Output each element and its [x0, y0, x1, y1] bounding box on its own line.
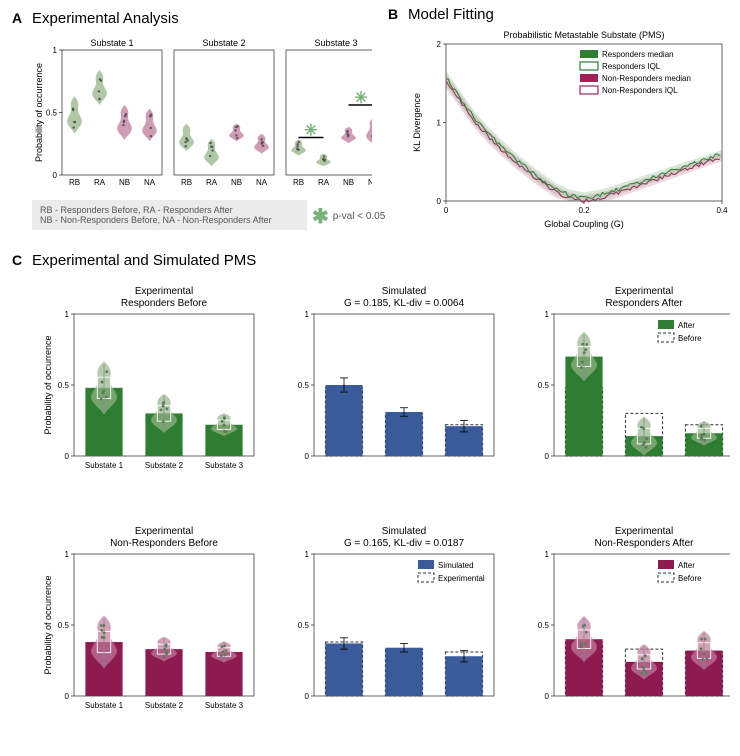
- svg-text:Experimental: Experimental: [135, 526, 193, 537]
- svg-text:Before: Before: [678, 334, 702, 343]
- svg-text:Experimental: Experimental: [135, 286, 193, 297]
- panel-a-pval: ✱ p-val < 0.05: [312, 204, 385, 229]
- svg-text:Substate 3: Substate 3: [205, 461, 244, 470]
- svg-text:Experimental: Experimental: [615, 526, 673, 537]
- legend-line1: RB - Responders Before, RA - Responders …: [40, 205, 299, 215]
- svg-text:NA: NA: [256, 178, 268, 187]
- svg-text:0.5: 0.5: [46, 109, 58, 118]
- svg-text:RA: RA: [318, 178, 330, 187]
- svg-text:0: 0: [545, 692, 550, 701]
- svg-text:RA: RA: [94, 178, 106, 187]
- svg-text:NA: NA: [144, 178, 156, 187]
- svg-text:0.5: 0.5: [298, 381, 310, 390]
- svg-text:G = 0.185, KL-div = 0.0064: G = 0.185, KL-div = 0.0064: [344, 298, 465, 309]
- svg-text:1: 1: [305, 550, 310, 559]
- svg-text:Simulated: Simulated: [382, 526, 426, 537]
- svg-text:0: 0: [53, 171, 58, 180]
- svg-text:After: After: [678, 321, 695, 330]
- svg-text:RB: RB: [69, 178, 80, 187]
- panel-b-title: Model Fitting: [408, 6, 494, 23]
- svg-text:Responders After: Responders After: [605, 298, 683, 309]
- svg-text:✳: ✳: [354, 90, 367, 107]
- star-icon: ✱: [312, 204, 329, 229]
- svg-text:Substate 2: Substate 2: [145, 701, 184, 710]
- svg-text:1: 1: [65, 550, 70, 559]
- svg-text:✳: ✳: [304, 123, 317, 140]
- pval-text: p-val < 0.05: [333, 211, 386, 222]
- svg-text:0: 0: [545, 452, 550, 461]
- svg-text:NB: NB: [119, 178, 130, 187]
- svg-text:0: 0: [305, 692, 310, 701]
- svg-text:Substate 2: Substate 2: [145, 461, 184, 470]
- panel-a-title: Experimental Analysis: [32, 10, 179, 27]
- svg-text:Non-Responders median: Non-Responders median: [602, 74, 691, 83]
- panel-b-chart: Probabilistic Metastable Substate (PMS) 0…: [408, 26, 728, 231]
- svg-text:0.5: 0.5: [298, 621, 310, 630]
- svg-text:Simulated: Simulated: [382, 286, 426, 297]
- svg-text:0: 0: [437, 197, 442, 206]
- svg-text:0.5: 0.5: [538, 621, 550, 630]
- svg-text:Substate 1: Substate 1: [90, 38, 133, 48]
- svg-text:NB: NB: [231, 178, 242, 187]
- svg-text:Responders median: Responders median: [602, 50, 674, 59]
- svg-text:1: 1: [545, 550, 550, 559]
- svg-text:Simulated: Simulated: [438, 561, 474, 570]
- svg-text:0: 0: [65, 452, 70, 461]
- svg-text:RA: RA: [206, 178, 218, 187]
- svg-text:Experimental: Experimental: [615, 286, 673, 297]
- svg-text:Substate 1: Substate 1: [85, 701, 124, 710]
- svg-text:Before: Before: [678, 574, 702, 583]
- svg-text:Responders Before: Responders Before: [121, 298, 208, 309]
- panel-c-label: C: [12, 252, 22, 268]
- svg-text:Probabilistic Metastable Subst: Probabilistic Metastable Substate (PMS): [503, 30, 664, 40]
- svg-text:0.2: 0.2: [578, 206, 590, 215]
- svg-text:Substate 3: Substate 3: [314, 38, 357, 48]
- svg-text:Probability of occurrence: Probability of occurrence: [34, 63, 44, 162]
- svg-text:0: 0: [65, 692, 70, 701]
- svg-text:RB: RB: [293, 178, 304, 187]
- svg-text:Probability of occurrence: Probability of occurrence: [43, 575, 53, 674]
- svg-text:Non-Responders IQL: Non-Responders IQL: [602, 86, 678, 95]
- panel-b-label: B: [388, 6, 398, 22]
- svg-text:2: 2: [437, 40, 442, 49]
- svg-text:G = 0.165, KL-div = 0.0187: G = 0.165, KL-div = 0.0187: [344, 538, 465, 549]
- svg-text:Probability of occurrence: Probability of occurrence: [43, 335, 53, 434]
- svg-text:0.5: 0.5: [58, 621, 70, 630]
- svg-text:Global Coupling (G): Global Coupling (G): [544, 219, 624, 229]
- svg-text:1: 1: [437, 119, 442, 128]
- svg-text:KL Divergence: KL Divergence: [412, 93, 422, 152]
- svg-text:Substate 2: Substate 2: [202, 38, 245, 48]
- panel-a-legend: RB - Responders Before, RA - Responders …: [32, 200, 307, 230]
- svg-text:Non-Responders After: Non-Responders After: [595, 538, 695, 549]
- svg-text:NA: NA: [368, 178, 372, 187]
- svg-text:RB: RB: [181, 178, 192, 187]
- svg-text:Responders IQL: Responders IQL: [602, 62, 661, 71]
- svg-text:1: 1: [53, 46, 58, 55]
- panel-a-label: A: [12, 10, 22, 26]
- svg-text:0.4: 0.4: [716, 206, 728, 215]
- svg-text:0.5: 0.5: [538, 381, 550, 390]
- svg-text:1: 1: [305, 310, 310, 319]
- panel-c-charts: ExperimentalResponders Before00.51Probab…: [10, 276, 730, 746]
- svg-text:Substate 3: Substate 3: [205, 701, 244, 710]
- svg-text:After: After: [678, 561, 695, 570]
- panel-c-title: Experimental and Simulated PMS: [32, 252, 256, 269]
- svg-text:0: 0: [305, 452, 310, 461]
- svg-text:0.5: 0.5: [58, 381, 70, 390]
- svg-text:Experimental: Experimental: [438, 574, 485, 583]
- svg-text:Substate 1: Substate 1: [85, 461, 124, 470]
- legend-line2: NB - Non-Responders Before, NA - Non-Res…: [40, 215, 299, 225]
- svg-text:1: 1: [65, 310, 70, 319]
- svg-text:1: 1: [545, 310, 550, 319]
- svg-text:NB: NB: [343, 178, 354, 187]
- svg-text:Non-Responders Before: Non-Responders Before: [110, 538, 218, 549]
- svg-text:0: 0: [444, 206, 449, 215]
